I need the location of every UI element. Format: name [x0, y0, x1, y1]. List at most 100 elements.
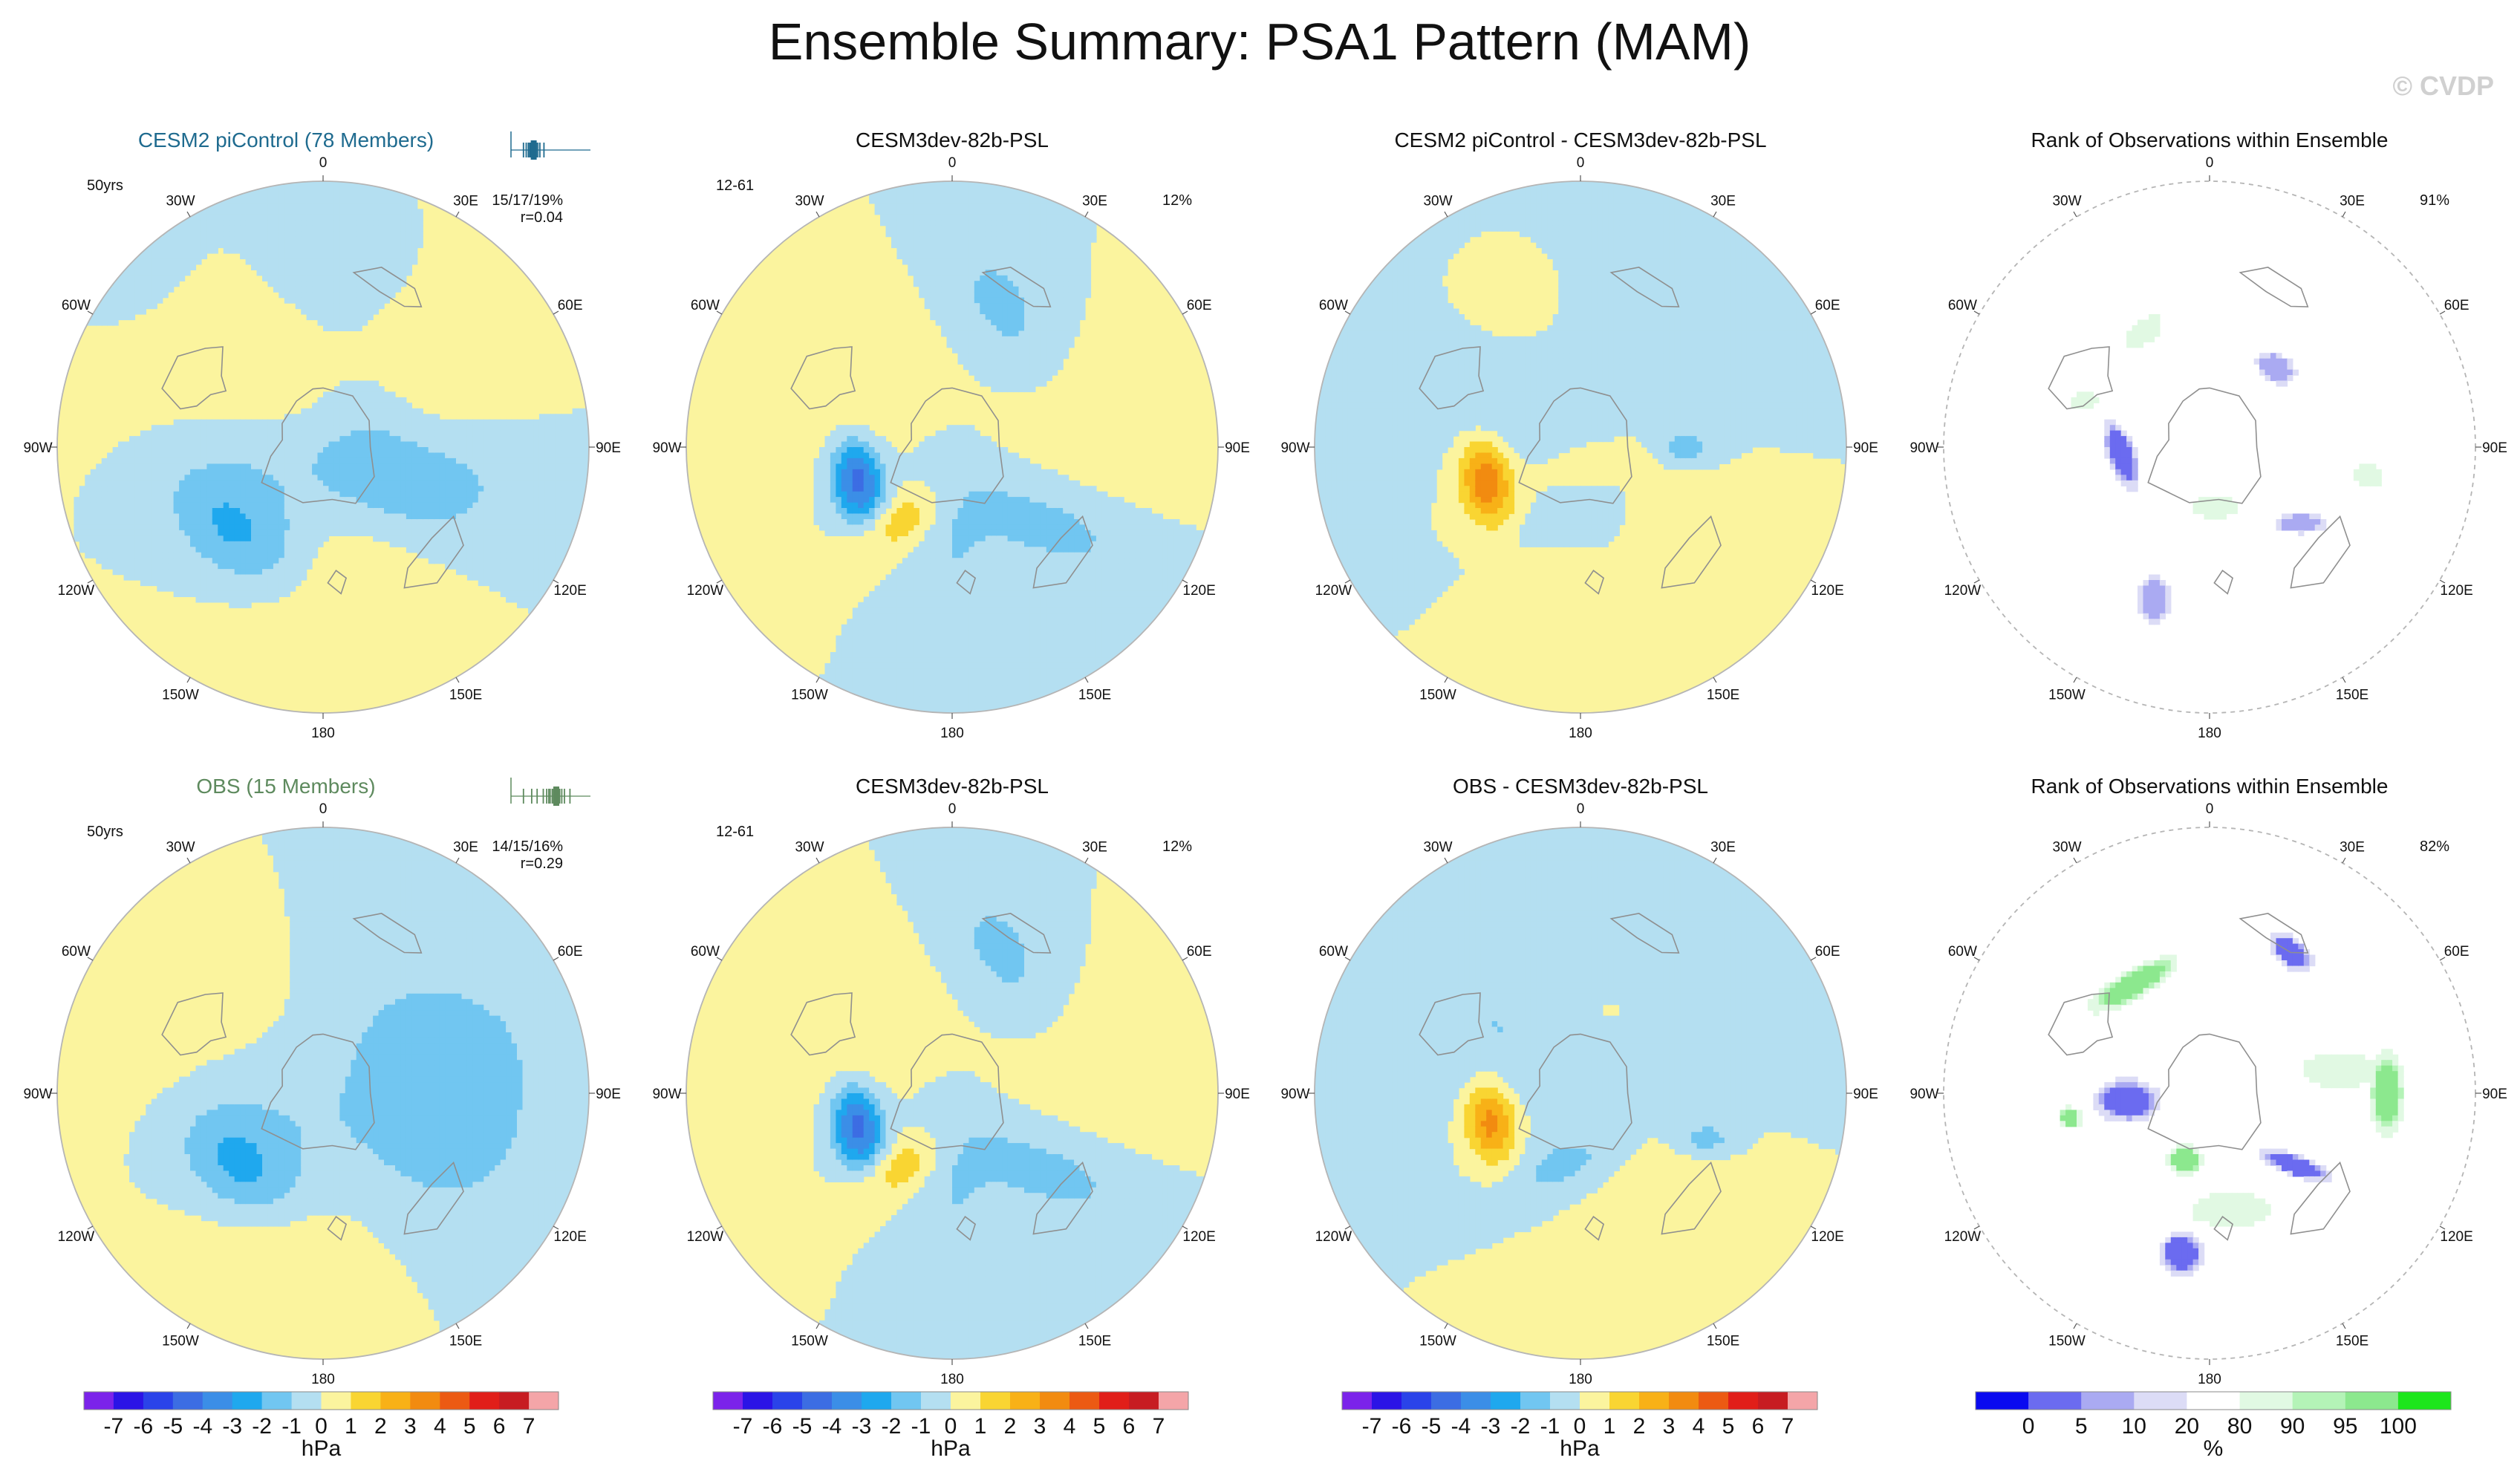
field-cell: [495, 585, 501, 592]
field-cell: [356, 391, 362, 398]
field-cell: [284, 480, 290, 486]
field-cell: [406, 214, 412, 221]
field-cell: [813, 475, 820, 481]
field-cell: [941, 225, 948, 232]
field-cell: [852, 475, 859, 481]
field-cell: [466, 524, 473, 531]
field-cell: [484, 502, 490, 509]
field-cell: [567, 486, 573, 492]
field-cell: [456, 441, 463, 448]
field-cell: [423, 552, 429, 558]
field-cell: [356, 325, 362, 331]
field-cell: [919, 635, 925, 642]
field-cell: [223, 541, 229, 547]
field-cell: [957, 635, 964, 642]
field-cell: [262, 530, 269, 536]
field-cell: [395, 214, 402, 221]
field-cell: [351, 430, 357, 437]
field-cell: [351, 319, 357, 326]
field-cell: [874, 497, 881, 504]
field-cell: [339, 225, 346, 232]
field-cell: [356, 457, 362, 464]
field-cell: [201, 430, 207, 437]
field-cell: [362, 457, 368, 464]
field-cell: [234, 441, 241, 448]
field-cell: [561, 430, 567, 437]
field-cell: [234, 569, 241, 576]
field-cell: [528, 441, 535, 448]
field-cell: [317, 225, 324, 232]
field-cell: [450, 425, 457, 431]
field-cell: [461, 519, 468, 526]
field-cell: [373, 380, 380, 387]
field-cell: [439, 497, 446, 504]
field-cell: [140, 513, 146, 520]
field-cell: [301, 486, 307, 492]
field-cell: [891, 619, 898, 625]
field-cell: [813, 463, 820, 470]
field-cell: [411, 258, 418, 265]
field-cell: [273, 419, 279, 426]
field-cell: [456, 463, 463, 470]
field-cell: [406, 463, 412, 470]
field-cell: [384, 414, 391, 420]
field-cell: [378, 502, 385, 509]
field-cell: [173, 580, 180, 587]
field-cell: [151, 480, 157, 486]
field-cell: [506, 519, 512, 526]
field-cell: [367, 198, 374, 204]
field-cell: [389, 214, 396, 221]
coastline: [352, 267, 423, 307]
field-cell: [301, 236, 307, 243]
field-cell: [323, 502, 330, 509]
field-cell: [880, 436, 887, 443]
field-cell: [852, 441, 859, 448]
field-cell: [522, 508, 529, 515]
field-cell: [423, 452, 429, 459]
field-cell: [339, 258, 346, 265]
field-cell: [908, 668, 914, 675]
field-cell: [472, 419, 479, 426]
field-cell: [206, 508, 213, 515]
field-cell: [328, 447, 335, 454]
field-cell: [351, 436, 357, 443]
field-cell: [957, 641, 964, 648]
field-cell: [251, 198, 258, 204]
field-cell: [378, 303, 385, 310]
field-cell: [351, 486, 357, 492]
field-cell: [517, 447, 524, 454]
cvdp-watermark: © CVDP: [2392, 71, 2494, 101]
field-cell: [384, 497, 391, 504]
field-cell: [262, 264, 269, 270]
field-cell: [328, 513, 335, 520]
field-cell: [896, 469, 903, 475]
field-cell: [262, 491, 269, 498]
field-cell: [229, 590, 235, 597]
field-cell: [118, 447, 125, 454]
field-cell: [869, 469, 876, 475]
field-cell: [511, 513, 518, 520]
field-cell: [957, 292, 964, 299]
field-cell: [946, 425, 953, 431]
field-cell: [134, 530, 141, 536]
field-cell: [908, 508, 914, 515]
field-cell: [339, 286, 346, 293]
field-cell: [517, 491, 524, 498]
field-cell: [411, 214, 418, 221]
field-cell: [858, 662, 865, 669]
field-cell: [957, 297, 964, 304]
field-cell: [312, 441, 319, 448]
field-cell: [935, 641, 942, 648]
field-cell: [550, 463, 556, 470]
field-cell: [240, 214, 247, 221]
field-cell: [506, 558, 512, 564]
field-cell: [373, 225, 380, 232]
field-cell: [345, 475, 351, 481]
field-cell: [495, 580, 501, 587]
field-cell: [212, 231, 218, 238]
field-cell: [85, 502, 91, 509]
field-cell: [506, 419, 512, 426]
field-cell: [561, 457, 567, 464]
field-cell: [417, 425, 423, 431]
field-cell: [863, 602, 870, 608]
